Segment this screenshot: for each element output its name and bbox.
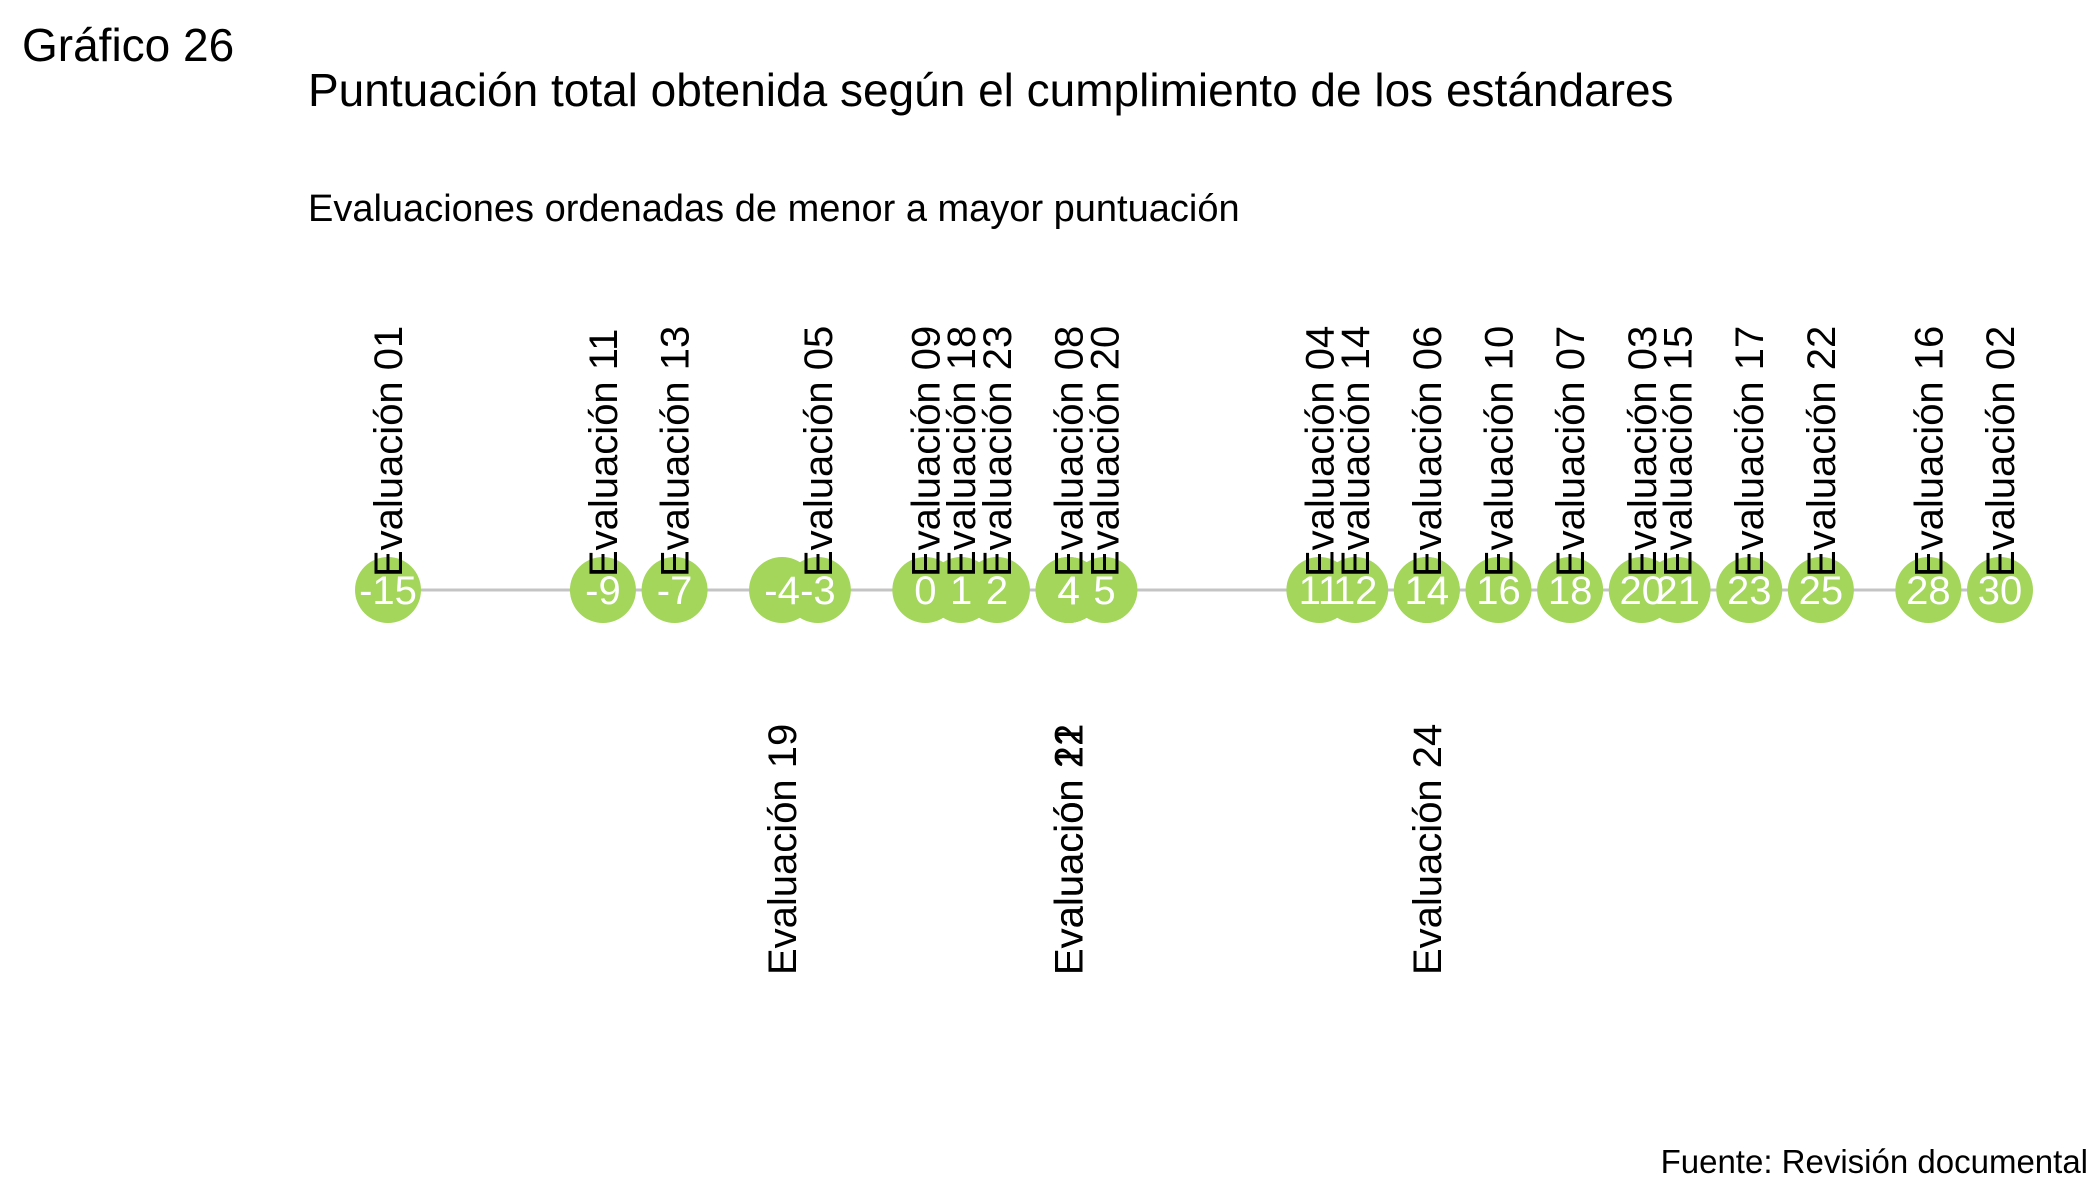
point-name-label: Evaluación 23 [976, 326, 1020, 577]
point-name-label: Evaluación 14 [1334, 326, 1378, 577]
data-point [1071, 557, 1138, 623]
point-value-label: 1 [950, 569, 972, 613]
point-value-label: 5 [1093, 569, 1115, 613]
point-name-label: Evaluación 08 [1048, 326, 1092, 577]
point-name-label: Evaluación 18 [940, 326, 984, 577]
data-point [1322, 557, 1389, 623]
point-name-label: Evaluación 19 [761, 724, 805, 975]
point-name-label: Evaluación 20 [1083, 326, 1127, 577]
point-value-label: 30 [1978, 569, 2023, 613]
data-point [784, 557, 851, 623]
point-value-label: 14 [1405, 569, 1450, 613]
data-point [569, 557, 636, 623]
point-value-label: 21 [1655, 569, 1700, 613]
point-name-label: Evaluación 04 [1298, 326, 1342, 577]
point-value-label: 0 [914, 569, 936, 613]
point-name-label: Evaluación 06 [1406, 326, 1450, 577]
point-value-label: -15 [359, 569, 417, 613]
point-value-label: -7 [657, 569, 693, 613]
chart-title: Puntuación total obtenida según el cumpl… [308, 64, 1674, 116]
point-value-label: 28 [1906, 569, 1951, 613]
points-layer [355, 557, 2033, 623]
name-labels-layer: Evaluación 01 Evaluación 11 Evaluación 13 E… [367, 326, 2023, 975]
point-name-label: Evaluación 13 [654, 326, 698, 577]
point-name-label: Evaluación 10 [1477, 326, 1521, 577]
point-name-label: Evaluación 24 [1406, 724, 1450, 975]
data-point [1644, 557, 1711, 623]
point-name-label: Evaluación 17 [1728, 326, 1772, 577]
point-value-label: -9 [585, 569, 621, 613]
point-value-label: 14 [1405, 569, 1450, 613]
data-point [1967, 557, 2033, 623]
point-name-label: Evaluación 21 [1048, 724, 1092, 975]
point-name-label: Evaluación 05 [797, 326, 841, 577]
point-name-label: Evaluación 01 [367, 326, 411, 577]
point-value-label: 2 [986, 569, 1008, 613]
point-name-label: Evaluación 03 [1621, 326, 1665, 577]
point-value-label: 4 [1057, 569, 1079, 613]
data-point [1716, 557, 1783, 623]
figure-label: Gráfico 26 [22, 19, 235, 71]
point-value-label: 4 [1057, 569, 1079, 613]
data-point [641, 557, 708, 623]
data-point [1537, 557, 1604, 623]
point-value-label: -3 [800, 569, 836, 613]
data-point [355, 557, 421, 623]
point-value-label: -4 [764, 569, 800, 613]
chart-subtitle: Evaluaciones ordenadas de menor a mayor … [308, 188, 1240, 230]
point-name-label: Evaluación 11 [582, 329, 626, 577]
point-value-label: 16 [1476, 569, 1521, 613]
point-value-label: 18 [1548, 569, 1593, 613]
data-point [1465, 557, 1532, 623]
point-value-label: 4 [1057, 569, 1079, 613]
point-value-label: 11 [1299, 569, 1341, 613]
point-value-label: 25 [1799, 569, 1844, 613]
data-point [1895, 557, 1962, 623]
point-value-label: 23 [1727, 569, 1772, 613]
source-note: Fuente: Revisión documental [1660, 1143, 2088, 1180]
point-name-label: Evaluación 07 [1549, 326, 1593, 577]
point-value-label: 12 [1333, 569, 1378, 613]
point-name-label: Evaluación 16 [1907, 326, 1951, 577]
point-name-label: Evaluación 15 [1657, 326, 1701, 577]
point-name-label: Evaluación 22 [1800, 326, 1844, 577]
point-name-label: Evaluación 09 [904, 326, 948, 577]
point-value-label: 20 [1620, 569, 1665, 613]
point-name-label: Evaluación 02 [1979, 326, 2023, 577]
point-name-label: Evaluación 12 [1048, 724, 1092, 975]
data-point [1787, 557, 1854, 623]
data-point [963, 557, 1030, 623]
data-point [1393, 557, 1460, 623]
